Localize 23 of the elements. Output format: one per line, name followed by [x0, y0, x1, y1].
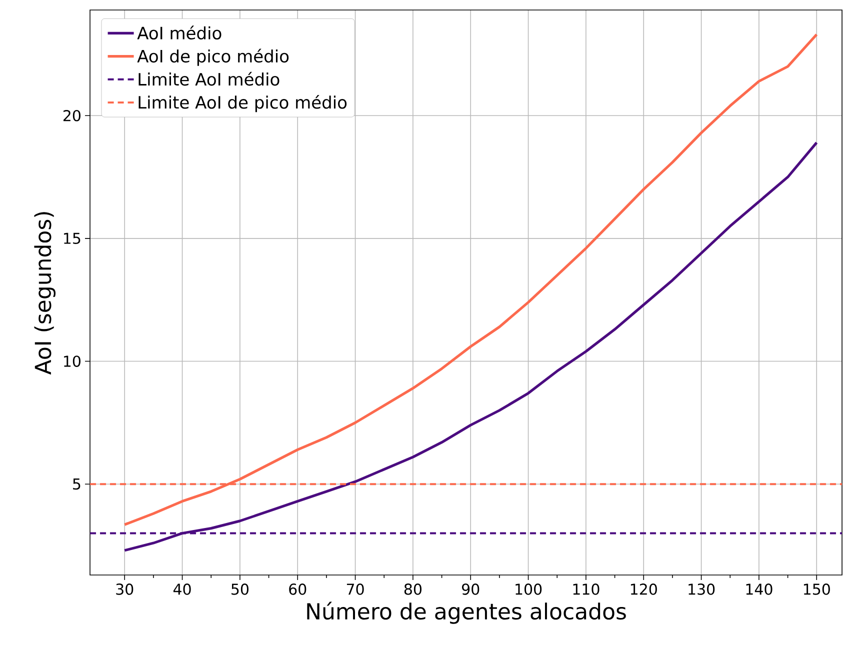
y-tick-label: 5 — [73, 478, 80, 490]
legend-label: AoI de pico médio — [137, 48, 289, 66]
y-tick-label: 20 — [63, 110, 80, 122]
x-tick-label: 70 — [346, 584, 364, 595]
y-tick-label: 10 — [64, 356, 80, 367]
x-tick-label: 40 — [173, 584, 191, 595]
x-axis-title: Número de agentes alocados — [307, 602, 626, 624]
y-axis-title: AoI (segundos) — [34, 212, 56, 375]
x-tick-label: 150 — [804, 584, 830, 595]
x-tick-label: 140 — [746, 584, 772, 595]
y-tick-label: 15 — [64, 232, 80, 244]
x-tick-label: 110 — [573, 584, 600, 595]
x-tick-label: 80 — [404, 584, 422, 595]
legend-label: AoI médio — [137, 26, 222, 40]
x-tick-label: 90 — [462, 584, 480, 595]
legend-label: Limite AoI de pico médio — [138, 94, 347, 112]
legend-label: Limite AoI médio — [138, 72, 280, 86]
x-tick-label: 120 — [630, 584, 657, 595]
x-tick-label: 60 — [289, 584, 306, 595]
x-tick-label: 100 — [516, 584, 542, 595]
x-tick-label: 130 — [688, 584, 715, 595]
x-tick-label: 30 — [116, 584, 134, 595]
x-tick-label: 50 — [232, 584, 248, 595]
